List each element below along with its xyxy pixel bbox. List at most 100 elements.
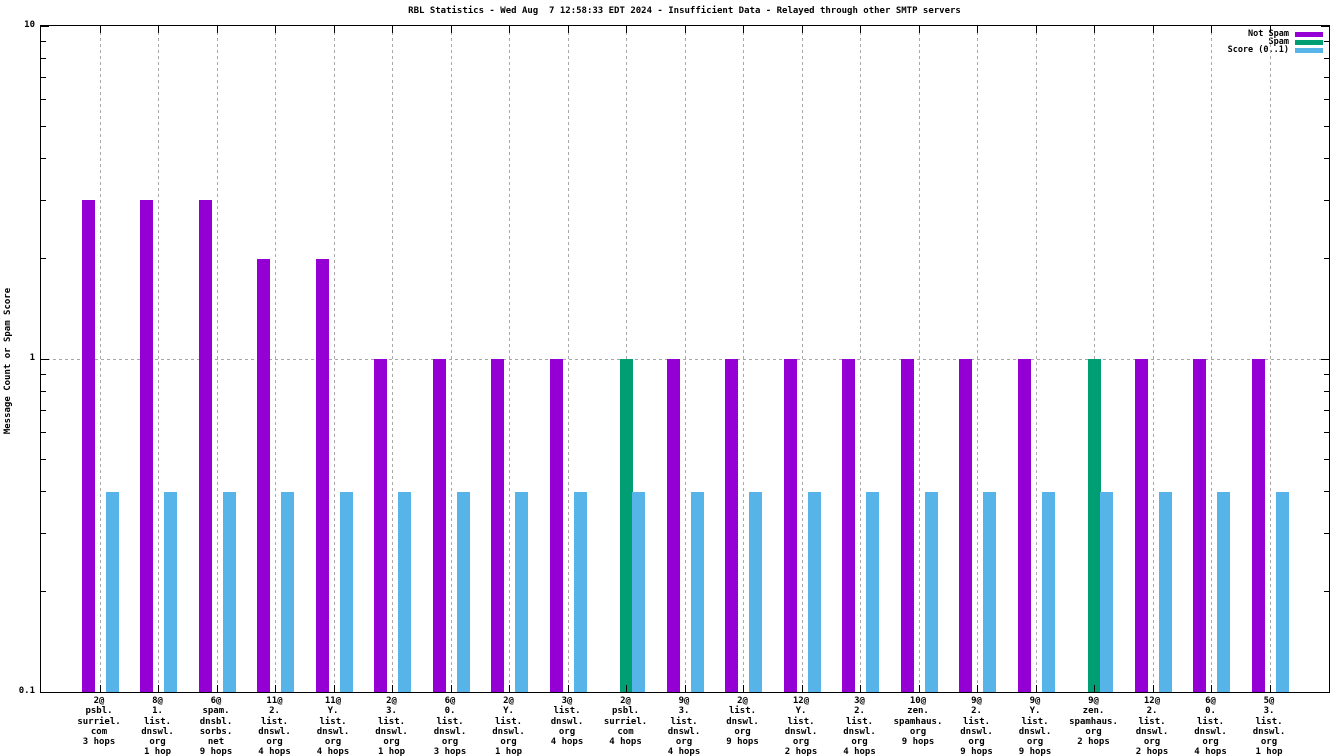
y-minor-tick-right	[1324, 99, 1329, 101]
x-axis-label-line: list.	[962, 716, 991, 727]
bar-score	[573, 491, 587, 692]
bar-not-spam	[432, 359, 446, 692]
y-minor-tick-left	[41, 199, 46, 201]
x-axis-label-line: 3 hops	[82, 737, 116, 748]
bar-not-spam	[81, 200, 95, 692]
x-tick-bottom	[918, 685, 920, 692]
x-axis-label-line: 3.	[1263, 706, 1275, 717]
y-minor-tick-left	[41, 125, 46, 127]
x-tick-top	[860, 26, 861, 33]
x-axis-label-line: org	[324, 737, 342, 748]
x-axis-label-line: Y.	[1029, 706, 1041, 717]
x-axis-label-line: org	[909, 726, 927, 737]
y-minor-tick-left	[41, 532, 46, 534]
x-axis-label-line: org	[558, 726, 576, 737]
bar-spam	[620, 359, 633, 692]
x-axis-label-line: list.	[728, 706, 757, 717]
x-axis-label-line: 4 hops	[316, 747, 350, 756]
x-axis-label-line: dnswl.	[1135, 726, 1169, 737]
x-tick-top	[1211, 26, 1212, 33]
x-axis-label-line: org	[792, 737, 810, 748]
y-minor-tick-right	[1324, 40, 1329, 42]
x-axis-label-line: list.	[494, 716, 523, 727]
x-axis-label-line: 6@	[444, 696, 456, 706]
x-axis-label-line: dnswl.	[1018, 726, 1052, 737]
x-axis-label: 11@ 2. list. dnswl. org 4 hops	[258, 696, 291, 756]
y-tick-left	[41, 691, 49, 693]
y-minor-tick-right	[1324, 432, 1329, 434]
y-minor-tick-right	[1324, 158, 1329, 159]
x-tick-top	[1269, 26, 1271, 33]
y-tick-left	[41, 25, 49, 27]
bar-score	[807, 491, 821, 692]
x-tick-bottom	[1211, 685, 1212, 692]
x-axis-label-line: 1 hop	[143, 747, 172, 756]
x-axis-label-line: 9@	[1029, 696, 1041, 706]
bar-not-spam	[783, 359, 797, 692]
x-axis-label-line: org	[1085, 726, 1102, 737]
x-axis-label-line: 2.	[269, 706, 280, 717]
x-axis-label: 6@ 0. list. dnswl. org 3 hops	[434, 696, 467, 756]
y-tick-right	[1321, 691, 1329, 693]
y-minor-tick-left	[41, 373, 46, 375]
x-axis-label-line: dnswl.	[492, 726, 525, 737]
x-axis-label-line: dnswl.	[141, 726, 174, 737]
x-axis-label-line: 9@	[678, 696, 690, 706]
x-axis-label-line: 5@	[1263, 696, 1275, 706]
x-axis-label-line: com	[90, 726, 108, 737]
x-axis-label-line: 3 hops	[433, 747, 467, 756]
x-tick-bottom	[99, 685, 101, 692]
x-tick-bottom	[1035, 685, 1037, 692]
y-minor-tick-right	[1324, 458, 1329, 460]
x-tick-top	[977, 26, 978, 33]
x-axis-label-line: 10@	[909, 696, 927, 706]
x-axis-label-line: 2 hops	[1077, 737, 1110, 748]
x-axis-label-line: org	[1026, 737, 1044, 748]
y-minor-tick-right	[1324, 199, 1329, 201]
x-axis-label-line: 2@	[503, 696, 514, 706]
x-axis-label-line: 3.	[678, 706, 690, 717]
x-axis-label-line: 4 hops	[1194, 747, 1227, 756]
bar-score	[983, 491, 996, 692]
x-axis-label-line: 2@	[620, 696, 631, 706]
plot-area: Not Spam Spam Score (0..1)	[40, 25, 1330, 693]
x-axis-label-line: list.	[553, 706, 581, 717]
x-axis-label-line: surriel.	[603, 716, 648, 727]
x-axis-label-line: 1 hop	[494, 747, 523, 756]
legend-label: Spam	[1268, 37, 1289, 47]
x-tick-bottom	[275, 685, 276, 692]
x-axis-label-line: 6@	[210, 696, 222, 706]
legend-swatch	[1295, 39, 1323, 45]
bar-score	[749, 491, 762, 692]
legend-item-not-spam: Not Spam	[1228, 30, 1323, 38]
y-minor-tick-right	[1324, 125, 1329, 127]
x-tick-bottom	[333, 685, 335, 692]
legend-item-score: Score (0..1)	[1228, 46, 1323, 54]
x-axis-label-line: 3@	[854, 696, 865, 706]
x-tick-bottom	[860, 685, 861, 692]
legend-swatch	[1295, 31, 1323, 37]
y-tick-right	[1321, 358, 1329, 360]
x-axis-label-line: 11@	[324, 696, 342, 706]
x-tick-bottom	[743, 685, 744, 692]
x-axis-label-line: list.	[1138, 716, 1166, 727]
bar-not-spam	[315, 258, 329, 692]
x-axis-label-line: 9 hops	[199, 747, 233, 756]
x-axis-label-line: spam.	[202, 706, 230, 717]
y-minor-tick-left	[41, 77, 46, 79]
bar-not-spam	[1193, 359, 1206, 692]
x-axis-label-line: 2.	[971, 706, 982, 717]
x-axis-label-line: dnswl.	[667, 726, 701, 737]
x-axis-label-line: 9 hops	[901, 737, 935, 748]
bar-score	[281, 491, 294, 692]
x-axis-label-line: list.	[260, 716, 289, 727]
x-axis-label-line: list.	[1021, 716, 1049, 727]
x-axis-label-line: list.	[1255, 716, 1283, 727]
x-axis-label-line: 3@	[561, 696, 573, 706]
bar-score	[924, 491, 938, 692]
x-axis-label-line: 6@	[1205, 696, 1216, 706]
x-tick-bottom	[567, 685, 569, 692]
x-axis-label-line: Y.	[327, 706, 339, 717]
x-tick-top	[275, 26, 276, 33]
